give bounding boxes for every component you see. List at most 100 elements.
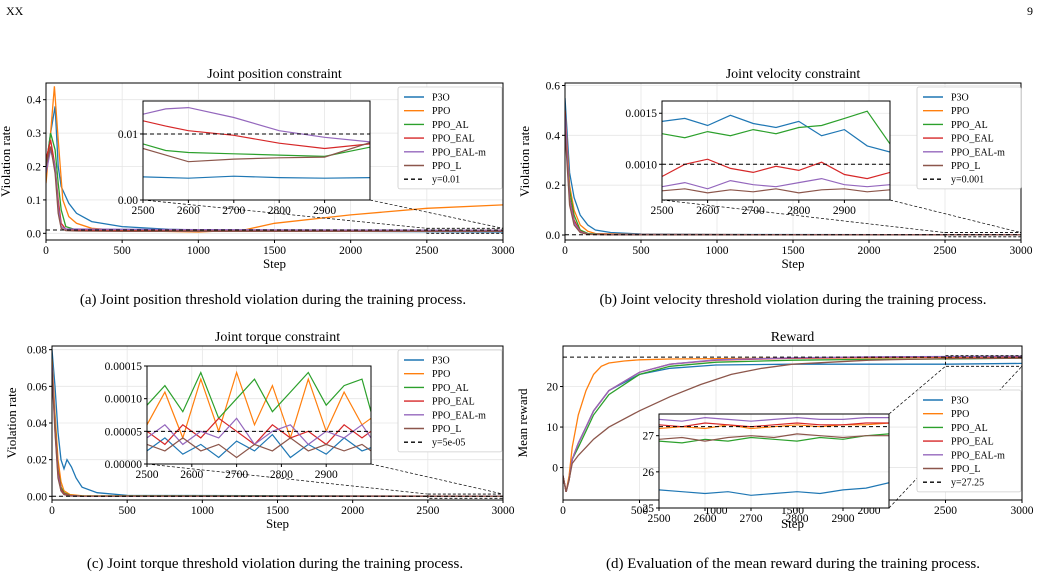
legend: P3O PPO PPO_AL PPO_EAL PPO_EAL-m PPO_L y=5e-05 (397, 349, 503, 453)
inset-series-line-p3o (662, 114, 890, 153)
legend-label: PPO_EAL (951, 134, 994, 145)
inset-y-tick-label: 0.01 (118, 129, 138, 141)
x-tick-label: 2500 (934, 505, 957, 517)
y-tick-label: 0.2 (27, 162, 42, 174)
legend-label: PPO_AL (951, 120, 988, 131)
inset-series-line-ppo-l (147, 437, 371, 459)
inset-frame (658, 413, 890, 509)
y-tick-label: 0.02 (27, 455, 47, 467)
x-axis-label: Step (266, 516, 289, 531)
page-number: 9 (1027, 4, 1033, 18)
inset-x-tick-label: 2700 (742, 205, 765, 217)
inset-x-tick-label: 2600 (180, 469, 203, 481)
chart-title: Reward (771, 330, 815, 345)
legend-label: PPO_EAL-m (432, 147, 486, 158)
inset-x-tick-label: 2900 (833, 205, 856, 217)
y-tick-label: 0.2 (546, 180, 561, 192)
inset-x-tick-label: 2800 (786, 513, 809, 525)
x-tick-label: 1500 (266, 505, 289, 517)
inset-x-tick-label: 2700 (225, 469, 248, 481)
inset-connector (661, 199, 946, 233)
inset-series-line-ppo-eal-m (143, 106, 370, 143)
y-tick-label: 0.4 (27, 95, 42, 107)
legend: P3O PPO PPO_AL PPO_EAL PPO_EAL-m PPO_L y=0.001 (916, 86, 1022, 190)
x-tick-label: 3000 (492, 505, 515, 517)
legend-label: y=0.01 (432, 175, 460, 186)
inset-series-line-ppo-eal (662, 158, 890, 180)
y-tick-label: 0.4 (546, 130, 561, 142)
x-tick-label: 1000 (706, 245, 729, 257)
inset-chart: 2500 2600 2700 2800 2900 0.00000 0.00005 0.0001… (105, 361, 372, 481)
inset-y-tick-label: 0.0015 (625, 108, 657, 120)
inset-series-line-ppo-al (143, 143, 370, 158)
x-tick-label: 3000 (1010, 245, 1033, 257)
inset-x-tick-label: 2500 (648, 513, 671, 525)
chart-4: 0 500 1000 1500 2000 2500 300001020RewardStepM… (515, 330, 1034, 572)
y-axis-label: Violation rate (4, 387, 19, 458)
x-tick-label: 0 (562, 245, 568, 257)
inset-series-line-ppo-eal (143, 120, 370, 150)
legend-label: PPO (432, 106, 450, 117)
inset-chart: 2500 2600 2700 2800 2900 0.0010 0.0015 (625, 100, 891, 217)
y-axis-label: Mean reward (515, 388, 530, 457)
x-tick-label: 2000 (341, 505, 364, 517)
legend-label: PPO_AL (432, 383, 469, 394)
inset-chart: 2500 2600 2700 2800 2900 0.00 0.01 (118, 100, 371, 217)
y-tick-label: 0.3 (27, 128, 42, 140)
running-header-left: XX (6, 4, 24, 18)
legend-box (397, 349, 503, 453)
inset-frame (146, 365, 372, 465)
inset-x-tick-label: 2600 (177, 205, 200, 217)
inset-y-tick-label: 0.00005 (105, 426, 143, 438)
inset-series-line-ppo-al (662, 110, 890, 145)
inset-series-line-ppo-l (659, 433, 889, 442)
chart-3: 0 500 1000 1500 2000 2500 3000 0.00 0.02 0.04 0.06… (4, 330, 515, 572)
legend-label: P3O (432, 356, 450, 367)
y-axis-label: Violation rate (517, 126, 532, 197)
legend-label: PPO_L (432, 424, 461, 435)
inset-frame (661, 100, 891, 201)
x-tick-label: 2000 (339, 245, 362, 257)
chart-2: 0 500 1000 1500 2000 2500 3000 0.0 0.2 0.4 0.6 Join… (517, 67, 1033, 308)
inset-x-tick-label: 2800 (268, 205, 291, 217)
x-tick-label: 2000 (858, 245, 881, 257)
inset-y-tick-label: 26 (643, 467, 655, 479)
legend: P3O PPO PPO_AL PPO_EAL PPO_EAL-m PPO_L y=0.01 (397, 86, 503, 190)
inset-series-line-ppo-eal-m (147, 417, 371, 446)
y-tick-label: 0.6 (546, 80, 561, 92)
x-tick-label: 2500 (416, 505, 439, 517)
inset-connector (370, 463, 504, 495)
legend-label: PPO (432, 369, 450, 380)
series-line-ppo-l (46, 146, 503, 232)
zoom-region-box (944, 232, 1022, 238)
legend-label: P3O (951, 396, 969, 407)
legend-label: P3O (951, 93, 969, 104)
chart-title: Joint position constraint (207, 67, 342, 82)
x-tick-label: 3000 (492, 245, 515, 257)
inset-x-tick-label: 2800 (270, 469, 293, 481)
inset-x-tick-label: 2700 (740, 513, 763, 525)
x-tick-label: 1500 (782, 245, 805, 257)
chart-title: Joint torque constraint (215, 330, 340, 345)
inset-series-line-ppo-eal (147, 417, 371, 446)
inset-series-line-ppo-eal (659, 422, 889, 428)
legend-label: y=0.001 (951, 175, 984, 186)
figure-caption: (b) Joint velocity threshold violation d… (599, 292, 986, 308)
zoom-region-box (945, 355, 1023, 367)
series-line-ppo-l (563, 357, 1022, 493)
x-tick-label: 0 (49, 505, 55, 517)
y-tick-label: 0.1 (27, 195, 42, 207)
legend-label: PPO_EAL (951, 437, 994, 448)
legend-label: PPO (951, 106, 969, 117)
legend-label: PPO_AL (432, 120, 469, 131)
inset-x-tick-label: 2500 (136, 469, 159, 481)
inset-y-tick-label: 0.0010 (625, 159, 657, 171)
y-tick-label: 0.08 (27, 345, 47, 357)
inset-chart: 2500 2600 2700 2800 2900 25 26 27 (643, 413, 890, 525)
inset-y-tick-label: 0.00015 (105, 361, 143, 373)
inset-y-tick-label: 27 (643, 431, 655, 443)
x-axis-label: Step (263, 256, 286, 271)
legend-label: PPO_EAL (432, 397, 475, 408)
x-axis-label: Step (781, 256, 804, 271)
x-tick-label: 1000 (191, 505, 214, 517)
